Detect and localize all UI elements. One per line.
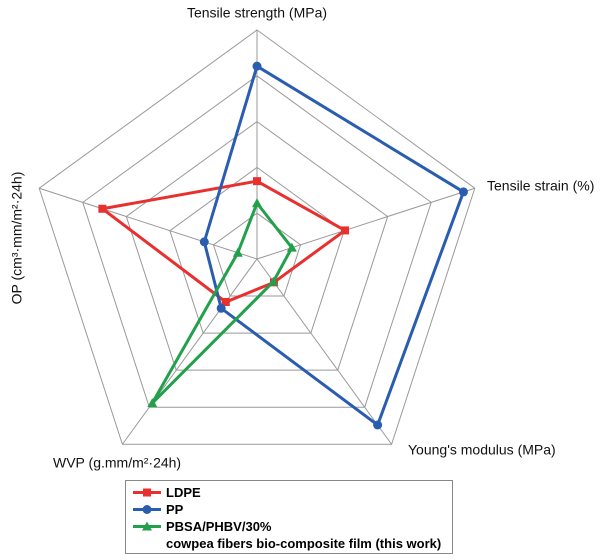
marker: [232, 247, 243, 257]
axis-label: Tensile strength (MPa): [187, 5, 327, 21]
series-line: [98, 179, 348, 304]
axis-label: Young's modulus (MPa): [408, 442, 556, 458]
legend-item: LDPE: [132, 484, 446, 501]
legend-icon: [133, 505, 161, 514]
marker: [373, 420, 383, 430]
marker: [286, 242, 297, 252]
axis-spoke: [256, 258, 393, 445]
legend-label: LDPE: [166, 485, 201, 500]
series-line: [202, 63, 466, 428]
grid-ring: [82, 75, 432, 408]
legend-item: PBSA/PHBV/30% cowpea fibers bio-composit…: [132, 518, 446, 552]
marker: [252, 61, 262, 71]
marker: [221, 297, 230, 306]
marker: [143, 488, 151, 497]
marker: [252, 198, 262, 208]
series-line: [150, 200, 294, 405]
legend-icon: [133, 488, 161, 497]
marker: [98, 204, 107, 213]
marker: [253, 177, 261, 186]
marker: [216, 303, 226, 313]
axis-spoke: [39, 187, 258, 260]
legend: LDPE PP PBSA/PHBV/30% cowpea fibers bio-co…: [125, 480, 453, 554]
marker: [458, 187, 468, 197]
legend-label: PP: [166, 502, 184, 517]
marker: [142, 505, 152, 514]
legend-label: PBSA/PHBV/30% cowpea fibers bio-composit…: [166, 519, 442, 551]
marker: [199, 237, 209, 247]
marker: [147, 398, 158, 408]
legend-icon: [133, 521, 161, 531]
axis-label: Tensile strain (%): [487, 178, 594, 194]
marker: [340, 226, 349, 235]
legend-item: PP: [132, 501, 446, 518]
axis-spoke: [121, 258, 258, 445]
marker: [142, 521, 152, 531]
grid-ring: [38, 29, 476, 445]
marker: [268, 276, 279, 286]
axis-label: WVP (g.mm/m²·24h): [53, 455, 181, 471]
axis-label: OP (cm³·mm/m²·24h): [9, 172, 25, 305]
